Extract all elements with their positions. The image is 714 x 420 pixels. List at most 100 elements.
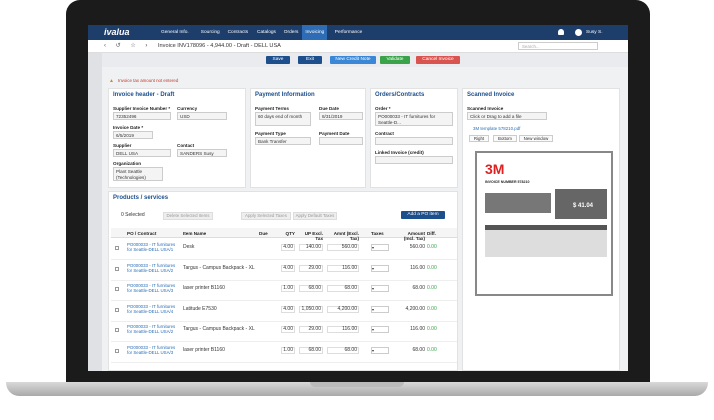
doc-number: INVOICE NUMBER 578210 [485,180,530,184]
cell: Latitude E7530 [183,305,217,312]
row-checkbox[interactable] [115,246,119,250]
action-button[interactable]: Save [266,56,290,64]
field-input[interactable]: 60 days end of month [255,112,311,126]
tax-select[interactable]: ▾ [371,305,389,313]
cell: 68.00 [327,285,359,292]
toolbar-button[interactable]: Apply Selected Taxes [241,212,291,220]
doc-total: $ 41.04 [573,203,594,209]
file-link[interactable]: 3M template 578210.pdf [473,126,521,131]
view-button[interactable]: Bottom [493,135,517,142]
tax-select[interactable]: ▾ [371,346,389,354]
nav-item[interactable]: Invoicing [302,25,328,40]
po-link[interactable]: PO000033 - IT furnitures for Seattle-DEL… [127,262,176,273]
doc-summary: $ 41.04 [555,189,607,219]
field-label: Contract [375,131,394,136]
po-link[interactable]: PO000033 - IT furnitures for Seattle-DEL… [127,344,176,355]
action-button[interactable]: Exit [298,56,322,64]
upload-box[interactable]: Click or Drag to add a file [467,112,547,120]
cell: 4.00 [281,244,295,251]
field-input[interactable] [319,137,363,145]
action-button[interactable]: Cancel Invoice [416,56,460,64]
action-button[interactable]: New Credit Note [330,56,376,64]
row-checkbox[interactable] [115,328,119,332]
nav-item[interactable]: Orders [283,30,299,35]
field-input[interactable]: 8/31/2019 [319,112,363,120]
cell: 0.00 [427,326,437,332]
row-checkbox[interactable] [115,287,119,291]
table-row [111,343,457,363]
toolbar-button[interactable]: Apply Default Taxes [293,212,337,220]
nav-item[interactable]: Catalogs [257,30,276,35]
field-input[interactable] [375,156,453,164]
po-link[interactable]: PO000033 - IT furnitures for Seattle-DEL… [127,242,176,253]
nav-icons: ‹ ↺ ☆ › [104,43,152,49]
user-name[interactable]: Susy S. [586,30,603,35]
po-link[interactable]: PO000033 - IT furnitures for Seattle-DEL… [127,283,176,294]
column-header: Diff. [427,231,436,236]
cell: 116.00 [327,264,359,272]
cell: 560.00 [409,244,425,250]
field-input[interactable]: PO000033 - IT furnitures for Seattle-D..… [375,112,453,126]
toolbar [88,40,628,53]
field-input[interactable]: SANDERS Susy [177,149,227,157]
nav-item[interactable]: Performance [334,30,363,35]
po-link[interactable]: PO000033 - IT furnitures for Seattle-DEL… [127,303,176,314]
field-label: Payment Type [255,131,286,136]
tax-select[interactable]: ▾ [371,326,389,333]
view-button[interactable]: New window [519,135,553,142]
cell: 4.00 [281,305,295,313]
cell: 1.00 [281,285,295,292]
cell: 29.00 [299,326,323,333]
cell: 0.00 [427,305,437,312]
products-panel: Products / services 0 Selected Delete Sele… [108,191,458,371]
field-input[interactable]: Plant Seattle (Technologies) [113,167,163,181]
nav-item[interactable]: Contracts [227,30,249,35]
panel-title: Invoice header - Draft [113,92,175,98]
field-label: Invoice Date * [113,125,144,130]
bell-icon [558,29,564,35]
field-input[interactable]: DELL USA [113,149,171,157]
field-input[interactable]: 6/5/2019 [113,131,153,139]
field-input[interactable]: USD [177,112,227,120]
cell: 1,050.00 [299,305,323,313]
view-button[interactable]: Right [469,135,489,142]
table-row [111,322,457,342]
orders-panel: Orders/Contracts Order * PO000033 - IT fur… [370,88,458,188]
panel-title: Products / services [113,195,169,201]
cell: 68.00 [412,285,425,291]
warning-icon: ▲ [109,78,114,84]
toolbar-button[interactable]: Delete Selected Items [163,212,213,220]
action-button[interactable]: Validate [380,56,410,64]
cell: Desk [183,244,195,250]
field-input[interactable] [375,137,453,145]
cell: Targus - Campus Backpack - XL [183,264,255,271]
nav-item[interactable]: General Info. [161,30,189,35]
tax-select[interactable]: ▾ [371,285,389,292]
field-input[interactable]: 72352496 [113,112,171,120]
search-box[interactable]: Search... [518,42,598,50]
cell: Targus - Campus Backpack - XL [183,326,255,332]
row-checkbox[interactable] [115,266,119,271]
logo: ivalua [104,27,130,37]
cell: 116.00 [410,264,425,271]
po-link[interactable]: PO000033 - IT furnitures for Seattle-DEL… [127,324,176,335]
page-title: Invoice INV178096 - 4,944.00 - Draft - D… [158,43,281,49]
cell: 4.00 [281,326,295,333]
field-input[interactable]: Bank Transfer [255,137,311,145]
row-checkbox[interactable] [115,348,119,353]
cell: 0.00 [427,285,437,291]
add-button[interactable]: Add a PO item [401,211,445,219]
scanned-panel: Scanned Invoice Scanned Invoice Click or D… [462,88,620,371]
cell: 560.00 [327,244,359,251]
panel-title: Payment Information [255,92,315,98]
tax-select[interactable]: ▾ [371,264,389,272]
column-header: Due [259,231,268,236]
nav-item[interactable]: Sourcing [200,30,220,35]
sidebar [88,53,102,371]
cell: 68.00 [412,346,425,353]
field-label: Linked Invoice (credit) [375,150,424,155]
tax-select[interactable]: ▾ [371,244,389,251]
cell: 140.00 [299,244,323,251]
row-checkbox[interactable] [115,307,119,312]
